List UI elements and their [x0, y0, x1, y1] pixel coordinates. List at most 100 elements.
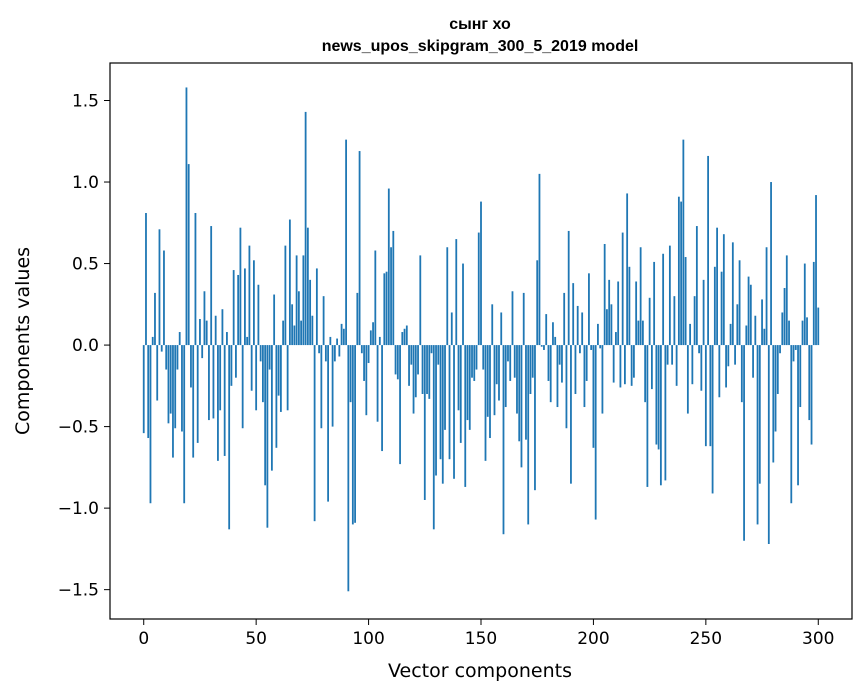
bar-91 [347, 345, 350, 592]
bar-229 [657, 345, 660, 450]
bar-32 [214, 315, 217, 346]
bar-244 [691, 345, 694, 385]
bar-261 [729, 323, 732, 346]
bar-275 [761, 299, 763, 346]
bar-107 [383, 273, 386, 346]
bar-61 [279, 345, 282, 412]
bar-85 [333, 345, 336, 362]
bar-86 [336, 338, 338, 346]
bar-288 [790, 345, 793, 504]
bar-88 [340, 323, 343, 346]
y-tick-label: 1.0 [72, 173, 99, 193]
bar-194 [579, 345, 581, 354]
bar-13 [172, 345, 174, 458]
x-tick-label: 200 [577, 629, 609, 649]
bar-132 [439, 345, 442, 460]
bar-35 [221, 309, 224, 346]
bar-74 [309, 279, 312, 346]
bar-277 [765, 247, 768, 346]
bar-135 [446, 247, 449, 346]
bar-127 [428, 345, 431, 399]
bar-27 [203, 291, 206, 346]
bar-296 [808, 345, 811, 421]
bar-117 [405, 325, 408, 346]
bar-2 [147, 345, 150, 439]
bar-99 [365, 345, 368, 416]
bar-224 [646, 345, 649, 487]
bar-14 [174, 345, 177, 429]
bar-273 [756, 345, 759, 525]
bar-90 [345, 139, 347, 346]
chart-title-line-2: news_upos_skipgram_300_5_2019 model [322, 38, 639, 55]
bar-46 [246, 336, 249, 346]
bar-142 [462, 263, 464, 346]
bar-185 [558, 345, 561, 365]
bar-23 [194, 213, 197, 346]
bar-148 [475, 345, 478, 370]
x-tick-label: 250 [690, 629, 722, 649]
bar-138 [453, 345, 455, 479]
bar-196 [583, 345, 586, 408]
bar-286 [785, 255, 788, 346]
x-tick-label: 0 [138, 629, 149, 649]
bar-202 [597, 323, 599, 346]
bar-112 [394, 345, 397, 375]
bar-181 [549, 345, 552, 403]
y-tick-label: −1.5 [58, 581, 99, 601]
bar-119 [410, 345, 413, 365]
bar-41 [235, 345, 237, 378]
bar-289 [792, 345, 795, 362]
bar-64 [286, 345, 289, 411]
bar-105 [378, 336, 381, 346]
bar-299 [815, 195, 817, 346]
bar-30 [210, 226, 213, 346]
bar-211 [617, 281, 620, 346]
bar-237 [675, 345, 678, 386]
bar-165 [513, 345, 516, 378]
bar-251 [707, 155, 709, 346]
bar-57 [270, 345, 273, 471]
y-axis-label: Components values [12, 247, 34, 435]
bar-270 [749, 284, 752, 346]
bar-124 [421, 345, 424, 394]
bar-42 [237, 274, 240, 346]
bar-278 [767, 345, 770, 544]
bar-44 [241, 345, 244, 429]
bar-39 [230, 345, 233, 386]
bar-18 [183, 345, 186, 504]
bar-223 [644, 345, 647, 403]
bar-201 [594, 345, 597, 520]
bar-48 [250, 345, 253, 391]
bar-233 [666, 345, 669, 365]
bar-231 [662, 253, 665, 346]
bar-236 [673, 296, 676, 346]
bar-152 [484, 345, 487, 461]
bar-47 [248, 245, 251, 346]
bar-280 [772, 345, 775, 463]
bar-6 [156, 345, 159, 401]
bar-271 [752, 345, 754, 378]
bar-122 [417, 345, 419, 375]
bar-298 [812, 261, 815, 346]
bar-294 [803, 263, 806, 346]
bar-69 [297, 291, 300, 346]
bar-235 [671, 345, 674, 365]
bar-101 [369, 330, 372, 346]
x-tick-label: 300 [802, 629, 834, 649]
bar-206 [606, 309, 608, 346]
bar-126 [426, 345, 428, 394]
bar-253 [711, 345, 714, 494]
bar-136 [448, 345, 451, 460]
x-tick-label: 150 [465, 629, 497, 649]
bar-225 [648, 297, 651, 346]
bar-147 [473, 345, 476, 381]
bar-28 [205, 320, 208, 346]
bar-20 [187, 164, 190, 346]
bar-285 [783, 288, 786, 346]
bar-149 [477, 232, 480, 346]
bar-118 [408, 345, 410, 386]
bar-75 [311, 315, 314, 346]
bar-108 [385, 271, 388, 346]
bar-1 [145, 213, 147, 346]
bar-205 [603, 243, 606, 346]
